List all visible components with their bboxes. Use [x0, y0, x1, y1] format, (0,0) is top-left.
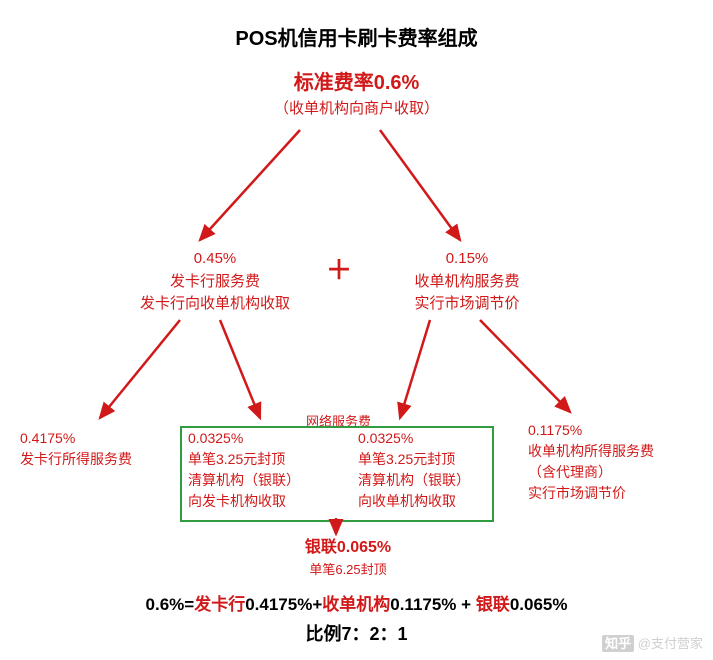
watermark-logo: 知乎 — [602, 635, 634, 652]
formula-p1: 发卡行 — [194, 595, 245, 614]
root-rate: 标准费率0.6% — [0, 68, 713, 98]
watermark: 知乎 @支付营家 — [602, 633, 703, 652]
unionpay-rate: 银联0.065% — [268, 536, 428, 560]
l3-d: 0.1175% 收单机构所得服务费 （含代理商） 实行市场调节价 — [528, 420, 703, 504]
l3-a-percent: 0.4175% — [20, 428, 175, 449]
formula-p2: 收单机构 — [322, 595, 390, 614]
l3-b-l2: 清算机构（银联） — [188, 470, 338, 491]
l2-left-percent: 0.45% — [120, 248, 310, 271]
l3-b-l3: 向发卡机构收取 — [188, 491, 338, 512]
plus-icon: ＋ — [326, 250, 352, 287]
l3-a: 0.4175% 发卡行所得服务费 — [20, 428, 175, 470]
l3-a-l1: 发卡行所得服务费 — [20, 449, 175, 470]
root-sub: （收单机构向商户收取） — [0, 98, 713, 121]
l3-c-percent: 0.0325% — [358, 428, 508, 449]
l3-d-l2: （含代理商） — [528, 462, 703, 483]
formula-p3: 银联 — [476, 595, 510, 614]
l3-b-l1: 单笔3.25元封顶 — [188, 449, 338, 470]
l2-left-l2: 发卡行向收单机构收取 — [120, 293, 310, 316]
l3-d-l1: 收单机构所得服务费 — [528, 441, 703, 462]
l2-right: 0.15% 收单机构服务费 实行市场调节价 — [382, 248, 552, 316]
formula: 0.6%=发卡行0.4175%+收单机构0.1175% + 银联0.065% — [0, 592, 713, 618]
watermark-text: @支付营家 — [638, 636, 703, 651]
l2-right-percent: 0.15% — [382, 248, 552, 271]
formula-v3: 0.065% — [510, 595, 568, 614]
l3-c-l3: 向收单机构收取 — [358, 491, 508, 512]
formula-prefix: 0.6%= — [146, 595, 195, 614]
l3-b: 0.0325% 单笔3.25元封顶 清算机构（银联） 向发卡机构收取 — [188, 428, 338, 512]
unionpay-node: 银联0.065% 单笔6.25封顶 — [268, 536, 428, 580]
l3-c-l1: 单笔3.25元封顶 — [358, 449, 508, 470]
unionpay-cap: 单笔6.25封顶 — [268, 560, 428, 580]
formula-v2: 0.1175% + — [390, 595, 476, 614]
formula-v1: 0.4175%+ — [245, 595, 322, 614]
root-node: 标准费率0.6% （收单机构向商户收取） — [0, 68, 713, 121]
l3-b-percent: 0.0325% — [188, 428, 338, 449]
l3-c-l2: 清算机构（银联） — [358, 470, 508, 491]
l3-d-percent: 0.1175% — [528, 420, 703, 441]
l2-right-l2: 实行市场调节价 — [382, 293, 552, 316]
l3-d-l3: 实行市场调节价 — [528, 483, 703, 504]
l2-right-l1: 收单机构服务费 — [382, 271, 552, 294]
page-title: POS机信用卡刷卡费率组成 — [0, 22, 713, 51]
l2-left-l1: 发卡行服务费 — [120, 271, 310, 294]
l2-left: 0.45% 发卡行服务费 发卡行向收单机构收取 — [120, 248, 310, 316]
l3-c: 0.0325% 单笔3.25元封顶 清算机构（银联） 向收单机构收取 — [358, 428, 508, 512]
